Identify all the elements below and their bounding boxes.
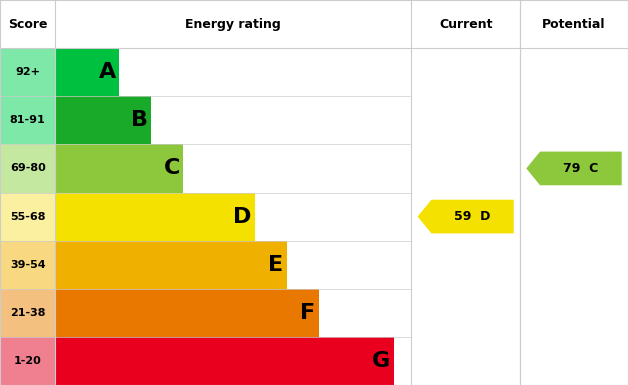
Text: 21-38: 21-38 <box>10 308 45 318</box>
Text: Score: Score <box>8 18 47 30</box>
Text: 1-20: 1-20 <box>14 356 41 366</box>
Bar <box>0 96 55 144</box>
Polygon shape <box>526 152 622 185</box>
Text: B: B <box>131 110 148 130</box>
Text: A: A <box>99 62 116 82</box>
Bar <box>55 144 183 192</box>
Text: Current: Current <box>439 18 492 30</box>
Polygon shape <box>418 200 514 233</box>
Text: 69-80: 69-80 <box>10 164 45 173</box>
Text: 59  D: 59 D <box>455 210 490 223</box>
Bar <box>55 337 394 385</box>
Text: G: G <box>372 351 391 371</box>
Bar <box>55 241 287 289</box>
Bar <box>0 241 55 289</box>
Text: 55-68: 55-68 <box>10 212 45 221</box>
Bar <box>0 144 55 192</box>
Bar <box>0 48 55 96</box>
Text: Potential: Potential <box>542 18 606 30</box>
Text: E: E <box>268 255 284 275</box>
Bar <box>0 192 55 241</box>
Text: 92+: 92+ <box>15 67 40 77</box>
Text: D: D <box>233 207 252 226</box>
Bar <box>55 96 151 144</box>
Bar <box>55 48 119 96</box>
Bar <box>55 192 255 241</box>
Bar <box>0 337 55 385</box>
Text: F: F <box>300 303 316 323</box>
Text: 79  C: 79 C <box>563 162 598 175</box>
Bar <box>55 289 319 337</box>
Text: C: C <box>164 159 180 178</box>
Text: Energy rating: Energy rating <box>185 18 281 30</box>
Text: 39-54: 39-54 <box>10 260 45 269</box>
Text: 81-91: 81-91 <box>10 116 45 125</box>
Bar <box>0 289 55 337</box>
